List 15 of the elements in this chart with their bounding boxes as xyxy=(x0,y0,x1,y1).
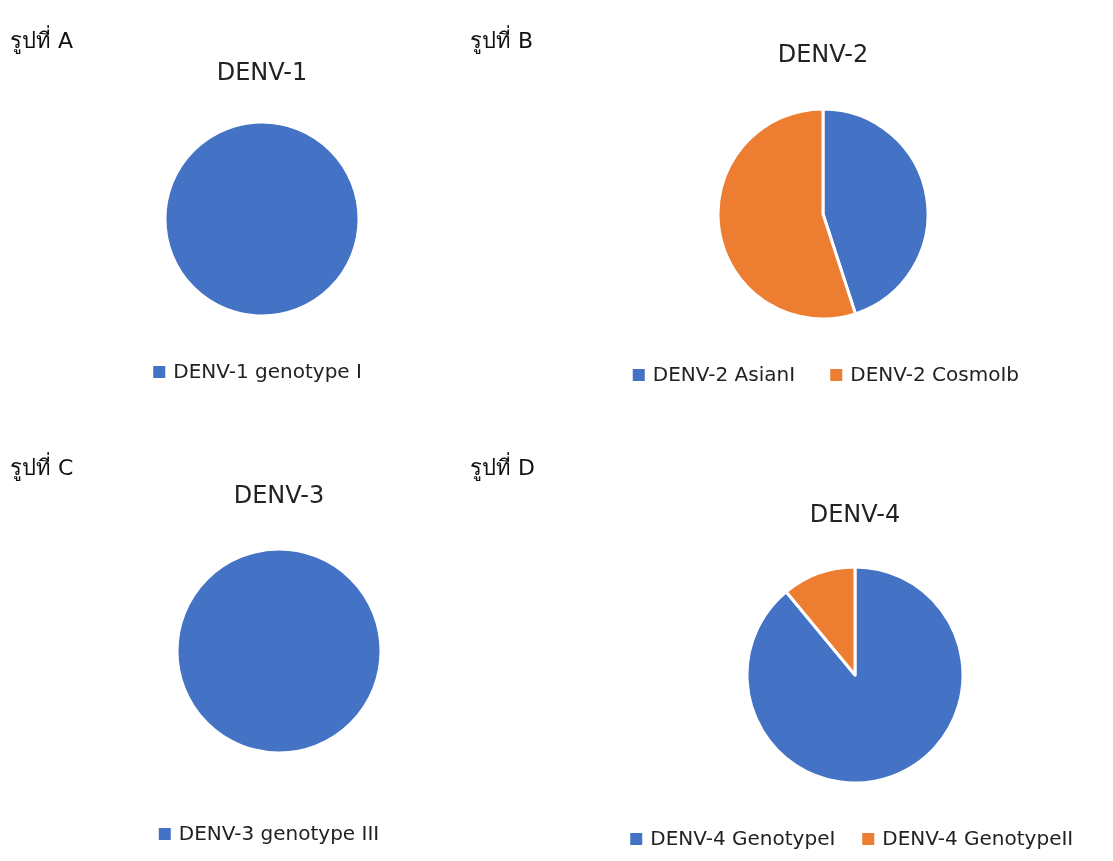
chart-title: DENV-4 xyxy=(809,500,901,528)
chart-title: DENV-2 xyxy=(777,40,869,68)
text: รูปที่ B xyxy=(470,25,534,54)
text: รูปที่ C xyxy=(10,452,74,481)
legend-label: DENV-4 GenotypeI xyxy=(650,826,836,850)
legend-label: DENV-4 GenotypeII xyxy=(882,826,1074,850)
chart-title: DENV-1 xyxy=(216,58,308,86)
pie-slice xyxy=(745,565,965,785)
legend-label: DENV-3 genotype III xyxy=(178,821,380,845)
text: รูปที่ A xyxy=(10,25,74,54)
text: รูปที่ D xyxy=(470,452,535,481)
legend-label: DENV-2 AsianI xyxy=(652,362,796,386)
legend-label: DENV-2 CosmoIb xyxy=(850,362,1019,386)
chart-title: DENV-3 xyxy=(233,481,325,509)
legend-label: DENV-1 genotype I xyxy=(173,359,362,383)
